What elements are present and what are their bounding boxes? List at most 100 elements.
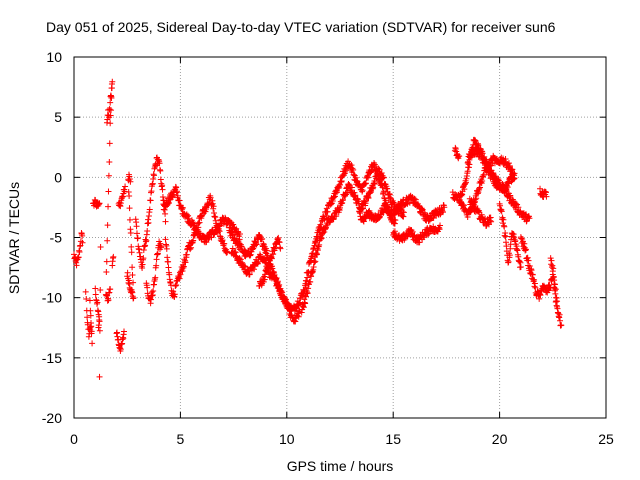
data-point <box>287 307 294 314</box>
data-point <box>176 275 183 282</box>
data-point <box>125 188 132 195</box>
data-point <box>182 259 189 266</box>
data-point <box>86 297 93 304</box>
data-point <box>188 244 195 251</box>
data-point <box>526 262 533 269</box>
data-point <box>261 276 268 283</box>
data-point <box>165 258 172 265</box>
data-point <box>556 311 563 318</box>
y-axis-title: SDTVAR / TECUs <box>6 182 22 294</box>
grid-lines <box>74 57 606 418</box>
data-point <box>89 340 96 347</box>
chart-title: Day 051 of 2025, Sidereal Day-to-day VTE… <box>46 19 556 35</box>
data-point <box>105 203 112 210</box>
y-tick-label: -20 <box>42 410 62 426</box>
data-point <box>104 222 111 229</box>
data-point <box>122 183 129 190</box>
data-point <box>314 234 321 241</box>
data-point <box>316 229 323 236</box>
data-point <box>107 99 114 106</box>
y-tick-label: -5 <box>50 230 63 246</box>
data-point <box>303 278 310 285</box>
data-point <box>106 140 113 147</box>
data-point <box>179 267 186 274</box>
data-point <box>514 201 521 208</box>
data-point <box>498 208 505 215</box>
y-tick-label: 5 <box>54 109 62 125</box>
data-point <box>476 185 483 192</box>
data-point <box>96 327 103 334</box>
data-point <box>305 269 312 276</box>
data-point <box>152 274 159 281</box>
x-tick-label: 20 <box>492 431 508 447</box>
data-point <box>318 224 325 231</box>
data-point <box>554 298 561 305</box>
data-point <box>154 250 161 257</box>
data-point <box>380 188 387 195</box>
y-tick-label: -15 <box>42 350 62 366</box>
data-point <box>148 188 155 195</box>
data-point <box>263 247 270 254</box>
data-point <box>400 209 407 216</box>
data-point <box>526 215 533 222</box>
data-point <box>106 159 113 166</box>
data-point <box>531 276 538 283</box>
data-point <box>456 153 463 160</box>
data-point <box>505 258 512 265</box>
data-point <box>82 288 89 295</box>
data-point <box>272 276 279 283</box>
data-point <box>380 209 387 216</box>
data-point <box>255 258 262 265</box>
data-point <box>96 316 103 323</box>
data-point <box>285 305 292 312</box>
data-point <box>103 269 110 276</box>
data-point <box>525 257 532 264</box>
data-point <box>126 173 133 180</box>
data-point <box>550 265 557 272</box>
data-point <box>156 160 163 167</box>
data-point <box>83 296 90 303</box>
data-point <box>163 245 170 252</box>
data-point <box>528 267 535 274</box>
y-tick-label: 10 <box>46 49 62 65</box>
data-point <box>382 203 389 210</box>
data-point <box>144 284 151 291</box>
data-point <box>143 237 150 244</box>
data-point <box>485 163 492 170</box>
data-point <box>464 213 471 220</box>
data-point <box>259 235 266 242</box>
data-point <box>96 200 103 207</box>
data-point <box>127 226 134 233</box>
x-tick-label: 10 <box>279 431 295 447</box>
data-point <box>379 184 386 191</box>
data-point <box>75 254 82 261</box>
data-point <box>104 237 111 244</box>
data-point <box>300 304 307 311</box>
data-point <box>394 207 401 214</box>
data-point <box>304 274 311 281</box>
data-point <box>517 263 524 270</box>
data-point <box>543 193 550 200</box>
data-point <box>278 289 285 296</box>
data-point <box>299 292 306 299</box>
data-point <box>236 240 243 247</box>
data-point <box>121 328 128 335</box>
data-point <box>416 239 423 246</box>
data-point <box>210 203 217 210</box>
data-point <box>107 112 114 119</box>
x-tick-label: 5 <box>177 431 185 447</box>
data-points <box>71 78 565 380</box>
data-point <box>392 217 399 224</box>
data-point <box>501 223 508 230</box>
data-point <box>173 184 180 191</box>
data-point <box>96 373 103 380</box>
data-point <box>92 285 99 292</box>
data-point <box>147 197 154 204</box>
data-point <box>339 196 346 203</box>
data-point <box>159 186 166 193</box>
data-point <box>516 258 523 265</box>
data-point <box>487 167 494 174</box>
data-point <box>105 172 112 179</box>
data-point <box>88 328 95 335</box>
